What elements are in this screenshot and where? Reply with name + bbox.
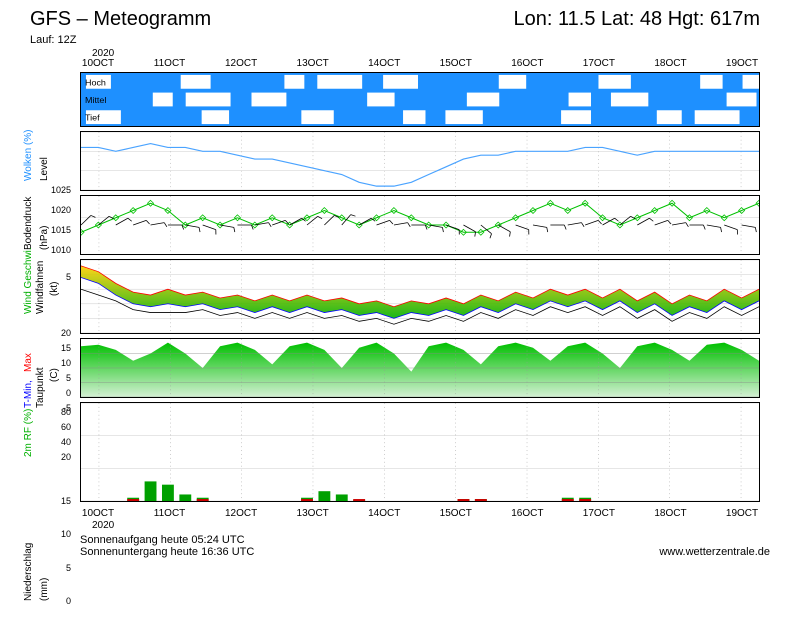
x-tick-label: 11OCT — [154, 508, 186, 519]
x-tick-label: 10OCT — [82, 508, 114, 519]
panel-stack: HochMittelTiefWolken (%)Level10101015102… — [80, 72, 760, 506]
y-axis-label: Bodendruck(hPa) — [23, 190, 73, 248]
footer: Sonnenaufgang heute 05:24 UTC Sonnenunte… — [80, 534, 780, 558]
chart-title: GFS – Meteogramm — [30, 8, 211, 31]
x-tick-label: 14OCT — [368, 58, 400, 69]
x-tick-label: 16OCT — [511, 508, 543, 519]
x-tick-label: 19OCT — [726, 58, 758, 69]
y-axis-label: Niederschlag(mm) — [23, 501, 73, 599]
location-label: Lon: 11.5 Lat: 48 Hgt: 617m — [514, 8, 760, 31]
clouds-panel: HochMittelTiefWolken (%)Level — [80, 72, 760, 127]
svg-text:Tief: Tief — [85, 113, 100, 123]
x-tick-label: 18OCT — [654, 508, 686, 519]
temperature-panel: -505101520T-Min,MaxTaupunkt(C) — [80, 259, 760, 334]
y-axis-label: 2m RF (%) — [23, 397, 73, 455]
wind-panel: 5Wind Geschwi.Windfahnen(kt) — [80, 195, 760, 255]
x-tick-label: 13OCT — [297, 508, 329, 519]
x-tick-label: 12OCT — [225, 58, 257, 69]
credit-label: www.wetterzentrale.de — [659, 546, 770, 558]
x-tick-label: 15OCT — [440, 508, 472, 519]
x-tick-label: 19OCT — [726, 508, 758, 519]
model-run-label: Lauf: 12Z — [30, 34, 76, 46]
pressure-panel: 1010101510201025Bodendruck(hPa) — [80, 131, 760, 191]
x-tick-label: 17OCT — [583, 58, 615, 69]
x-bottom-year: 2020 — [92, 520, 114, 531]
meteogram-container: GFS – Meteogramm Lon: 11.5 Lat: 48 Hgt: … — [0, 0, 800, 625]
humidity-panel: 204060802m RF (%) — [80, 338, 760, 398]
x-tick-label: 17OCT — [583, 508, 615, 519]
x-bottom-axis: 10OCT 11OCT 12OCT 13OCT 14OCT 15OCT 16OCT 17OCT… — [80, 508, 760, 520]
x-tick-label: 11OCT — [154, 58, 186, 69]
header: GFS – Meteogramm Lon: 11.5 Lat: 48 Hgt: … — [30, 8, 780, 38]
x-tick-label: 12OCT — [225, 508, 257, 519]
svg-text:Mittel: Mittel — [85, 95, 106, 105]
svg-text:Hoch: Hoch — [85, 78, 106, 88]
precipitation-panel: 051015Niederschlag(mm) — [80, 402, 760, 502]
x-tick-label: 14OCT — [368, 508, 400, 519]
x-tick-label: 13OCT — [297, 58, 329, 69]
sunrise-label: Sonnenaufgang heute 05:24 UTC — [80, 534, 780, 546]
x-tick-label: 10OCT — [82, 58, 114, 69]
x-tick-label: 15OCT — [440, 58, 472, 69]
x-tick-label: 16OCT — [511, 58, 543, 69]
x-top-axis: 10OCT 11OCT 12OCT 13OCT 14OCT 15OCT 16OCT 17OCT… — [80, 58, 760, 70]
x-tick-label: 18OCT — [654, 58, 686, 69]
